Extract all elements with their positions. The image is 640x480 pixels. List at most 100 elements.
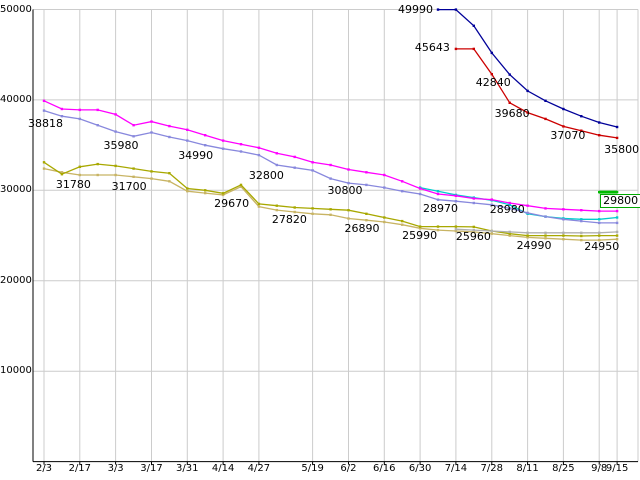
navy-line-point (580, 115, 583, 118)
periwinkle-line-point (615, 221, 619, 225)
periwinkle-line-point (490, 203, 493, 206)
red-line-point (598, 134, 601, 137)
magenta-line-point (221, 139, 225, 142)
magenta-line-point (329, 163, 332, 167)
tan-line-point (526, 236, 529, 239)
tan-line-point (615, 238, 619, 241)
magenta-line-point (132, 124, 135, 127)
periwinkle-line-point (401, 190, 404, 193)
periwinkle-line-point (598, 221, 601, 225)
magenta-line-point (168, 124, 171, 128)
tan-line-point (383, 220, 386, 224)
gray-line-point (454, 228, 458, 231)
gray-line-point (598, 231, 601, 234)
periwinkle-line-point (383, 186, 386, 189)
red-line-point (508, 101, 511, 104)
periwinkle-line-point (114, 130, 117, 133)
green-line-point (615, 190, 619, 194)
periwinkle-line-point (257, 153, 261, 157)
magenta-line (43, 100, 618, 212)
red-line-point (544, 117, 547, 121)
navy-line-point (598, 121, 601, 124)
tan-line-point (114, 173, 117, 177)
periwinkle-line-point (508, 207, 511, 210)
magenta-line-point (114, 113, 117, 116)
tan-line-point (436, 228, 440, 232)
magenta-line-point (472, 197, 475, 200)
olive-line-point (204, 189, 207, 192)
olive-line-point (562, 234, 565, 237)
tan-line-point (418, 227, 422, 230)
periwinkle-line-point (365, 183, 368, 187)
periwinkle-line-point (544, 215, 547, 218)
olive-line-point (615, 234, 619, 237)
tan-line-point (544, 237, 547, 240)
periwinkle-line-point (436, 198, 440, 201)
tan-line-point (186, 190, 189, 193)
navy-line-point (436, 8, 440, 11)
magenta-line-point (365, 171, 368, 174)
tan-line-point (132, 175, 135, 178)
magenta-line-point (150, 120, 153, 123)
gray-line (455, 228, 618, 234)
olive-line-point (293, 206, 296, 209)
navy-line-point (454, 8, 458, 11)
olive-line-point (418, 225, 422, 228)
gray-line-point (508, 230, 511, 234)
tan-line-point (562, 238, 565, 241)
olive-line-point (347, 209, 350, 212)
red-line-point (454, 47, 458, 51)
magenta-line-point (186, 128, 189, 131)
gray-line-point (544, 231, 547, 234)
magenta-line-point (275, 152, 278, 155)
navy-line-point (526, 89, 529, 93)
olive-line-point (472, 225, 475, 229)
olive-line-point (365, 212, 368, 215)
red-line-point (562, 125, 565, 128)
olive-line-point (239, 183, 243, 187)
navy-line-point (472, 24, 475, 27)
cyan-line-point (508, 203, 511, 206)
olive-line-point (436, 225, 440, 228)
olive-line-point (114, 164, 117, 168)
olive-line-point (96, 162, 99, 166)
magenta-line-point (239, 143, 243, 146)
magenta-line-point (42, 99, 46, 102)
gray-line-point (490, 229, 493, 233)
periwinkle-line-point (132, 135, 135, 138)
tan-line-point (78, 173, 81, 177)
magenta-line-point (526, 204, 529, 207)
periwinkle-line-point (329, 177, 332, 180)
periwinkle-line-point (347, 181, 350, 185)
periwinkle-line-point (562, 218, 565, 221)
magenta-line-point (508, 201, 511, 205)
magenta-line-point (562, 208, 565, 211)
olive-line-point (311, 207, 314, 210)
olive-line-point (275, 204, 278, 207)
magenta-line-point (204, 134, 207, 137)
magenta-line-point (78, 108, 81, 112)
red-line-point (526, 111, 529, 114)
magenta-line-point (347, 168, 350, 171)
tan-line-point (168, 180, 171, 183)
periwinkle-line-point (454, 200, 458, 203)
tan-line-point (472, 230, 475, 234)
tan-line-point (490, 232, 493, 235)
magenta-line-point (60, 107, 64, 111)
magenta-line-point (544, 207, 547, 210)
periwinkle-line-point (96, 124, 99, 127)
magenta-line-point (96, 108, 99, 112)
periwinkle-line-point (221, 147, 225, 150)
olive-line-point (257, 202, 261, 206)
tan-line-point (221, 193, 225, 197)
navy-line-point (544, 99, 547, 102)
periwinkle-line-point (526, 211, 529, 215)
cyan-line-point (615, 216, 619, 219)
cyan-line-point (436, 190, 440, 193)
olive-line-point (401, 219, 404, 223)
olive-line-point (598, 234, 601, 237)
olive-line-point (132, 167, 135, 170)
red-line-point (580, 129, 583, 132)
tan-line-point (598, 238, 601, 242)
magenta-line-point (454, 194, 458, 197)
